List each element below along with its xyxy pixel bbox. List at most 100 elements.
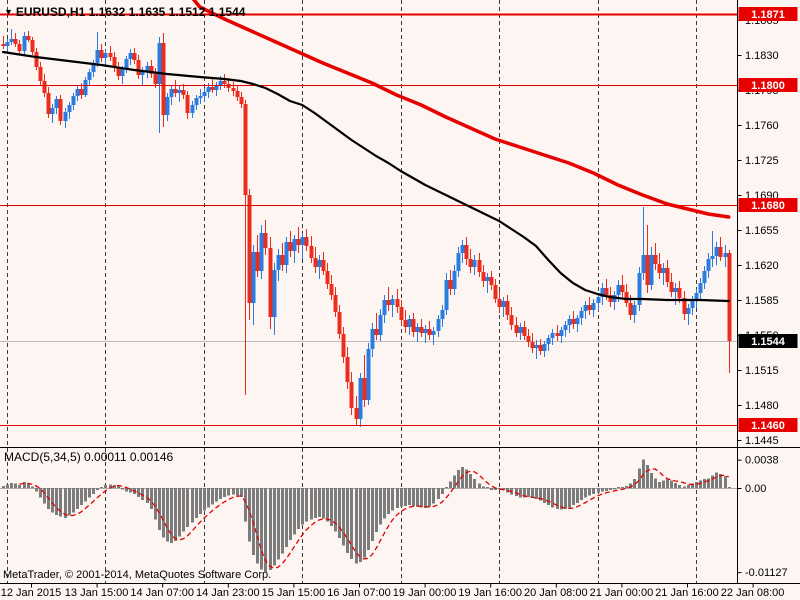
candle [538,339,543,355]
candle [395,289,400,313]
candle [706,253,711,278]
candle [374,313,379,340]
candle [50,104,55,123]
candle-series [1,29,732,427]
candle [448,270,453,295]
svg-text:1.1871: 1.1871 [751,9,785,21]
candle [661,263,666,285]
ma-slow-red[interactable] [188,0,731,219]
candle [300,233,305,259]
macd-signal-line [19,468,729,569]
candle [136,55,141,79]
candle [427,321,432,340]
candle [481,265,486,287]
candle [247,189,252,320]
price-tick-label: 1.1655 [745,225,779,237]
candle [251,245,256,325]
candle [132,48,137,64]
candle [698,278,703,300]
candle [91,60,96,77]
svg-text:1.1800: 1.1800 [751,80,785,92]
ma-fast-black[interactable] [1,50,730,303]
candle [530,333,535,353]
candle [304,229,309,251]
candle [177,86,182,102]
candle [501,297,506,317]
time-tick-label: 14 Jan 23:00 [196,587,260,599]
chart-title-text: EURUSD,H1 1.1632 1.1635 1.1512 1.1544 [15,5,246,19]
time-tick-label: 21 Jan 16:00 [655,587,719,599]
candle [571,311,576,329]
price-tick-label: 1.1585 [745,295,779,307]
candle [181,84,186,99]
candle [686,304,691,325]
candle [456,247,461,277]
svg-text:1.1460: 1.1460 [751,420,785,432]
candle [272,263,277,335]
candle [485,273,490,293]
candle [411,313,416,337]
candle [329,275,334,300]
time-tick-label: 16 Jan 07:00 [327,587,391,599]
price-tick-label: 1.1830 [745,50,779,62]
candle [296,227,301,253]
candle [415,323,420,342]
candle [255,235,260,277]
price-tick-label: 1.1445 [745,435,779,447]
macd-tick-label: 0.00 [745,483,766,495]
candle [349,372,354,415]
candle [17,40,22,55]
candle [145,62,150,78]
level-price-badge: 1.1680 [738,198,798,212]
candle [673,283,678,305]
candle [112,52,117,72]
candle [714,242,719,265]
candle [214,82,219,96]
candle [153,68,158,88]
candle [505,295,510,320]
candle [75,86,80,101]
candle [71,93,76,110]
price-axis[interactable]: 1.18651.18301.17951.17601.17251.16901.16… [737,7,798,579]
ma-slow-red-layer [188,0,731,219]
candle [1,36,6,49]
candle [337,305,342,339]
time-tick-label: 19 Jan 00:00 [393,587,457,599]
symbol-dropdown-icon[interactable]: ▼ [4,7,13,17]
candle [149,60,154,78]
candle [407,315,412,335]
price-tick-label: 1.1620 [745,260,779,272]
time-axis[interactable]: 12 Jan 2015 13 Jan 15:00 14 Jan 07:00 14 Ja… [1,583,785,600]
candle [354,396,359,425]
candle [231,82,236,96]
time-tick-label: 14 Jan 07:00 [130,587,194,599]
time-tick-label: 20 Jan 08:00 [524,587,588,599]
ma-fast-black-layer [1,50,730,303]
time-tick-label: 13 Jan 15:00 [65,587,129,599]
candle [641,207,646,280]
candle [440,305,445,327]
candle [624,284,629,307]
gridlines [7,0,697,583]
candle [591,299,596,317]
candle [190,101,195,118]
candle [313,247,318,273]
candle [444,273,449,315]
candle [522,321,527,340]
candle [321,252,326,275]
candle [239,92,244,108]
candle [493,279,498,303]
candle [542,341,547,357]
candle [559,327,564,343]
candle [366,343,371,405]
candle [124,56,129,73]
candle [620,275,625,297]
candle [128,49,133,65]
candle [665,260,670,287]
candle [116,62,121,80]
candle [83,77,88,97]
candle [345,347,350,389]
time-tick-label: 12 Jan 2015 [1,587,62,599]
